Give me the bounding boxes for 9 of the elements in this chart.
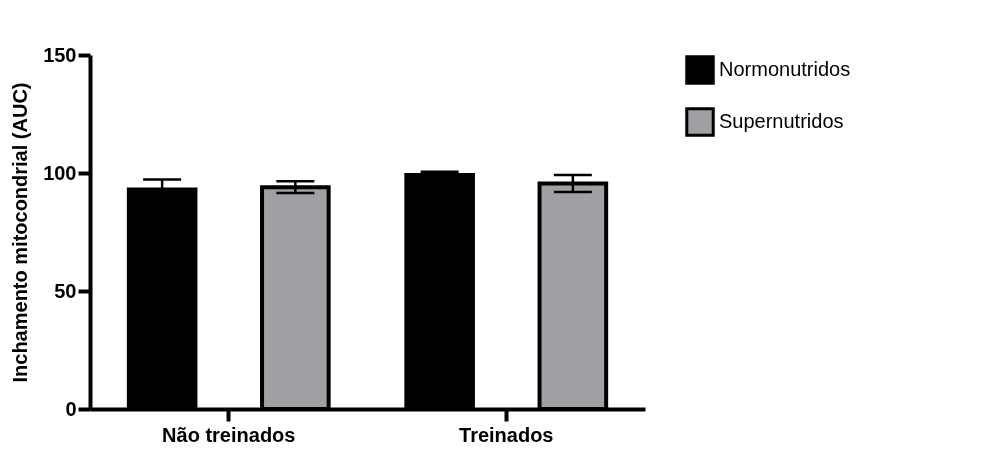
x-tick-label: Treinados xyxy=(459,423,554,446)
legend-label: Normonutridos xyxy=(719,58,851,80)
y-tick-label: 0 xyxy=(65,397,77,420)
y-tick-label: 150 xyxy=(43,43,77,66)
x-tick-label: Não treinados xyxy=(162,423,296,446)
y-tick-label: 50 xyxy=(54,279,77,302)
y-tick-label: 100 xyxy=(43,161,77,184)
y-axis-title: Inchamento mitocondrial (AUC) xyxy=(9,82,32,383)
legend-label: Supernutridos xyxy=(719,110,844,132)
